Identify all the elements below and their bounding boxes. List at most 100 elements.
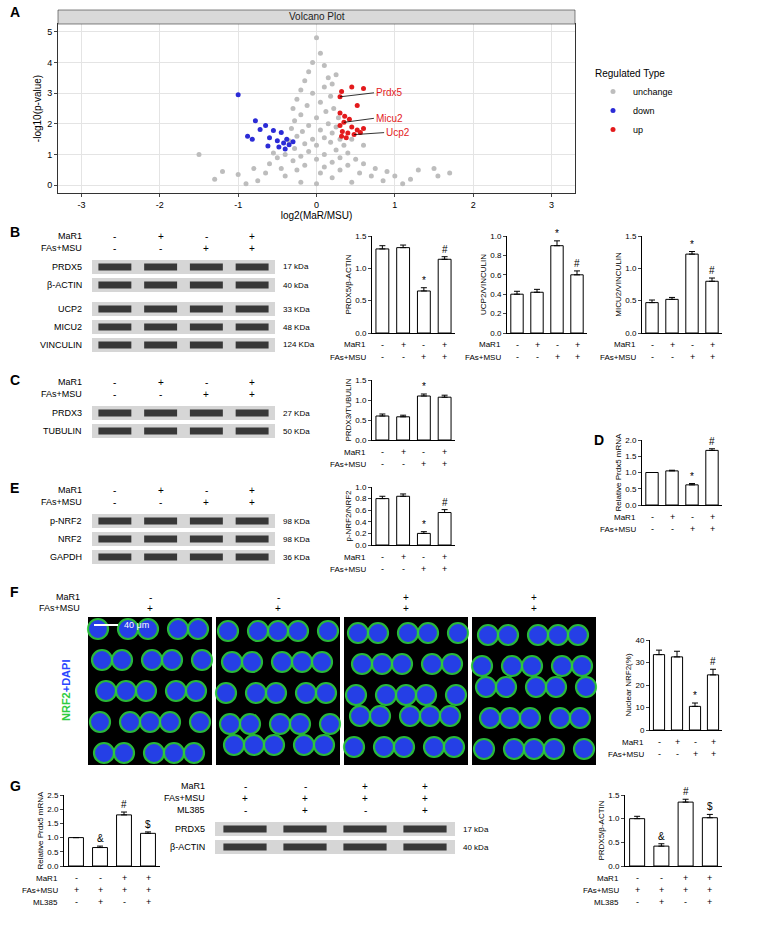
svg-text:FAs+MSU: FAs+MSU xyxy=(600,525,636,534)
svg-text:#: # xyxy=(574,258,580,269)
svg-text:MaR1: MaR1 xyxy=(614,513,636,522)
svg-text:PRDX5: PRDX5 xyxy=(52,262,82,272)
svg-text:MaR1: MaR1 xyxy=(56,592,80,602)
svg-text:-: - xyxy=(671,352,674,362)
svg-text:+: + xyxy=(659,897,664,907)
svg-text:#: # xyxy=(709,436,715,447)
svg-text:0.0: 0.0 xyxy=(355,329,367,338)
svg-text:+: + xyxy=(575,352,580,362)
svg-text:+: + xyxy=(710,524,715,534)
svg-text:3: 3 xyxy=(549,200,554,210)
svg-text:Nuclear NRF2(%): Nuclear NRF2(%) xyxy=(624,653,633,716)
svg-text:Regulated Type: Regulated Type xyxy=(595,68,665,79)
svg-text:1.5: 1.5 xyxy=(625,452,637,461)
svg-text:+: + xyxy=(690,352,695,362)
svg-text:Prdx5: Prdx5 xyxy=(376,87,403,98)
svg-text:-: - xyxy=(159,389,162,400)
svg-text:#: # xyxy=(683,786,689,797)
svg-text:0.0: 0.0 xyxy=(625,501,637,510)
svg-text:1.5: 1.5 xyxy=(625,232,637,241)
svg-text:+: + xyxy=(422,781,428,792)
svg-text:2.5: 2.5 xyxy=(47,791,59,800)
svg-text:30: 30 xyxy=(635,658,644,667)
svg-text:&: & xyxy=(97,833,104,844)
svg-text:MaR1: MaR1 xyxy=(344,340,366,349)
svg-text:-: - xyxy=(99,873,102,883)
svg-text:A: A xyxy=(10,4,20,20)
svg-text:-: - xyxy=(113,485,116,496)
svg-text:-: - xyxy=(113,377,116,388)
svg-text:0.0: 0.0 xyxy=(355,436,367,445)
svg-text:+: + xyxy=(683,873,688,883)
svg-text:-: - xyxy=(676,749,679,759)
svg-text:NRF2+DAPI: NRF2+DAPI xyxy=(60,660,72,721)
svg-text:-: - xyxy=(684,897,687,907)
svg-text:-: - xyxy=(381,564,384,574)
svg-text:-: - xyxy=(381,459,384,469)
svg-text:0.5: 0.5 xyxy=(47,848,59,857)
svg-text:0: 0 xyxy=(314,200,319,210)
svg-text:0: 0 xyxy=(640,726,645,735)
svg-text:Micu2: Micu2 xyxy=(376,113,403,124)
svg-text:+: + xyxy=(249,389,255,400)
svg-text:-: - xyxy=(658,749,661,759)
svg-text:17 kDa: 17 kDa xyxy=(463,825,489,834)
svg-text:2.0: 2.0 xyxy=(47,805,59,814)
svg-text:0.5: 0.5 xyxy=(355,296,367,305)
svg-text:1.0: 1.0 xyxy=(625,264,637,273)
svg-text:*: * xyxy=(555,228,559,239)
svg-text:-: - xyxy=(636,897,639,907)
svg-text:&: & xyxy=(658,831,665,842)
svg-text:-: - xyxy=(651,352,654,362)
svg-text:3: 3 xyxy=(47,88,52,98)
svg-text:0.2: 0.2 xyxy=(490,309,502,318)
svg-text:1.0: 1.0 xyxy=(47,833,59,842)
svg-text:+: + xyxy=(442,340,447,350)
svg-text:-: - xyxy=(113,497,116,508)
svg-text:-: - xyxy=(422,340,425,350)
svg-text:-: - xyxy=(556,340,559,350)
svg-text:MaR1: MaR1 xyxy=(344,553,366,562)
svg-text:FAs+MSU: FAs+MSU xyxy=(583,886,619,895)
svg-text:+: + xyxy=(147,603,153,614)
svg-text:MaR1: MaR1 xyxy=(58,485,82,495)
svg-text:-: - xyxy=(205,377,208,388)
svg-text:-: - xyxy=(402,459,405,469)
svg-text:+: + xyxy=(422,793,428,804)
svg-text:2: 2 xyxy=(471,200,476,210)
svg-text:+: + xyxy=(442,552,447,562)
svg-text:+: + xyxy=(158,485,164,496)
svg-text:+: + xyxy=(711,737,716,747)
svg-text:MICU2: MICU2 xyxy=(54,322,82,332)
svg-text:0.0: 0.0 xyxy=(608,862,620,871)
svg-text:1: 1 xyxy=(47,150,52,160)
svg-text:ML385: ML385 xyxy=(33,898,58,907)
svg-text:40: 40 xyxy=(635,636,644,645)
svg-text:-: - xyxy=(123,897,126,907)
svg-text:+: + xyxy=(98,885,103,895)
svg-text:0.4: 0.4 xyxy=(490,290,502,299)
svg-text:0.8: 0.8 xyxy=(355,494,367,503)
svg-text:-: - xyxy=(422,447,425,457)
svg-text:p-NRF2/NRF2: p-NRF2/NRF2 xyxy=(344,490,353,542)
svg-text:40 μm: 40 μm xyxy=(124,620,149,630)
svg-text:MaR1: MaR1 xyxy=(614,340,636,349)
svg-text:5: 5 xyxy=(47,27,52,37)
svg-text:p-NRF2: p-NRF2 xyxy=(50,516,82,526)
svg-text:+: + xyxy=(675,737,680,747)
svg-text:D: D xyxy=(594,432,604,448)
svg-text:+: + xyxy=(275,603,281,614)
svg-text:+: + xyxy=(421,564,426,574)
svg-text:*: * xyxy=(690,471,694,482)
svg-text:0.8: 0.8 xyxy=(490,251,502,260)
svg-text:unchange: unchange xyxy=(633,87,673,97)
svg-text:FAs+MSU: FAs+MSU xyxy=(330,565,366,574)
svg-text:+: + xyxy=(203,497,209,508)
svg-text:-3: -3 xyxy=(77,200,85,210)
svg-text:PRDX5/β-ACTIN: PRDX5/β-ACTIN xyxy=(597,800,606,860)
svg-text:1.0: 1.0 xyxy=(355,396,367,405)
svg-text:-: - xyxy=(536,352,539,362)
svg-text:+: + xyxy=(242,793,248,804)
svg-text:+: + xyxy=(158,231,164,242)
svg-text:1: 1 xyxy=(392,200,397,210)
